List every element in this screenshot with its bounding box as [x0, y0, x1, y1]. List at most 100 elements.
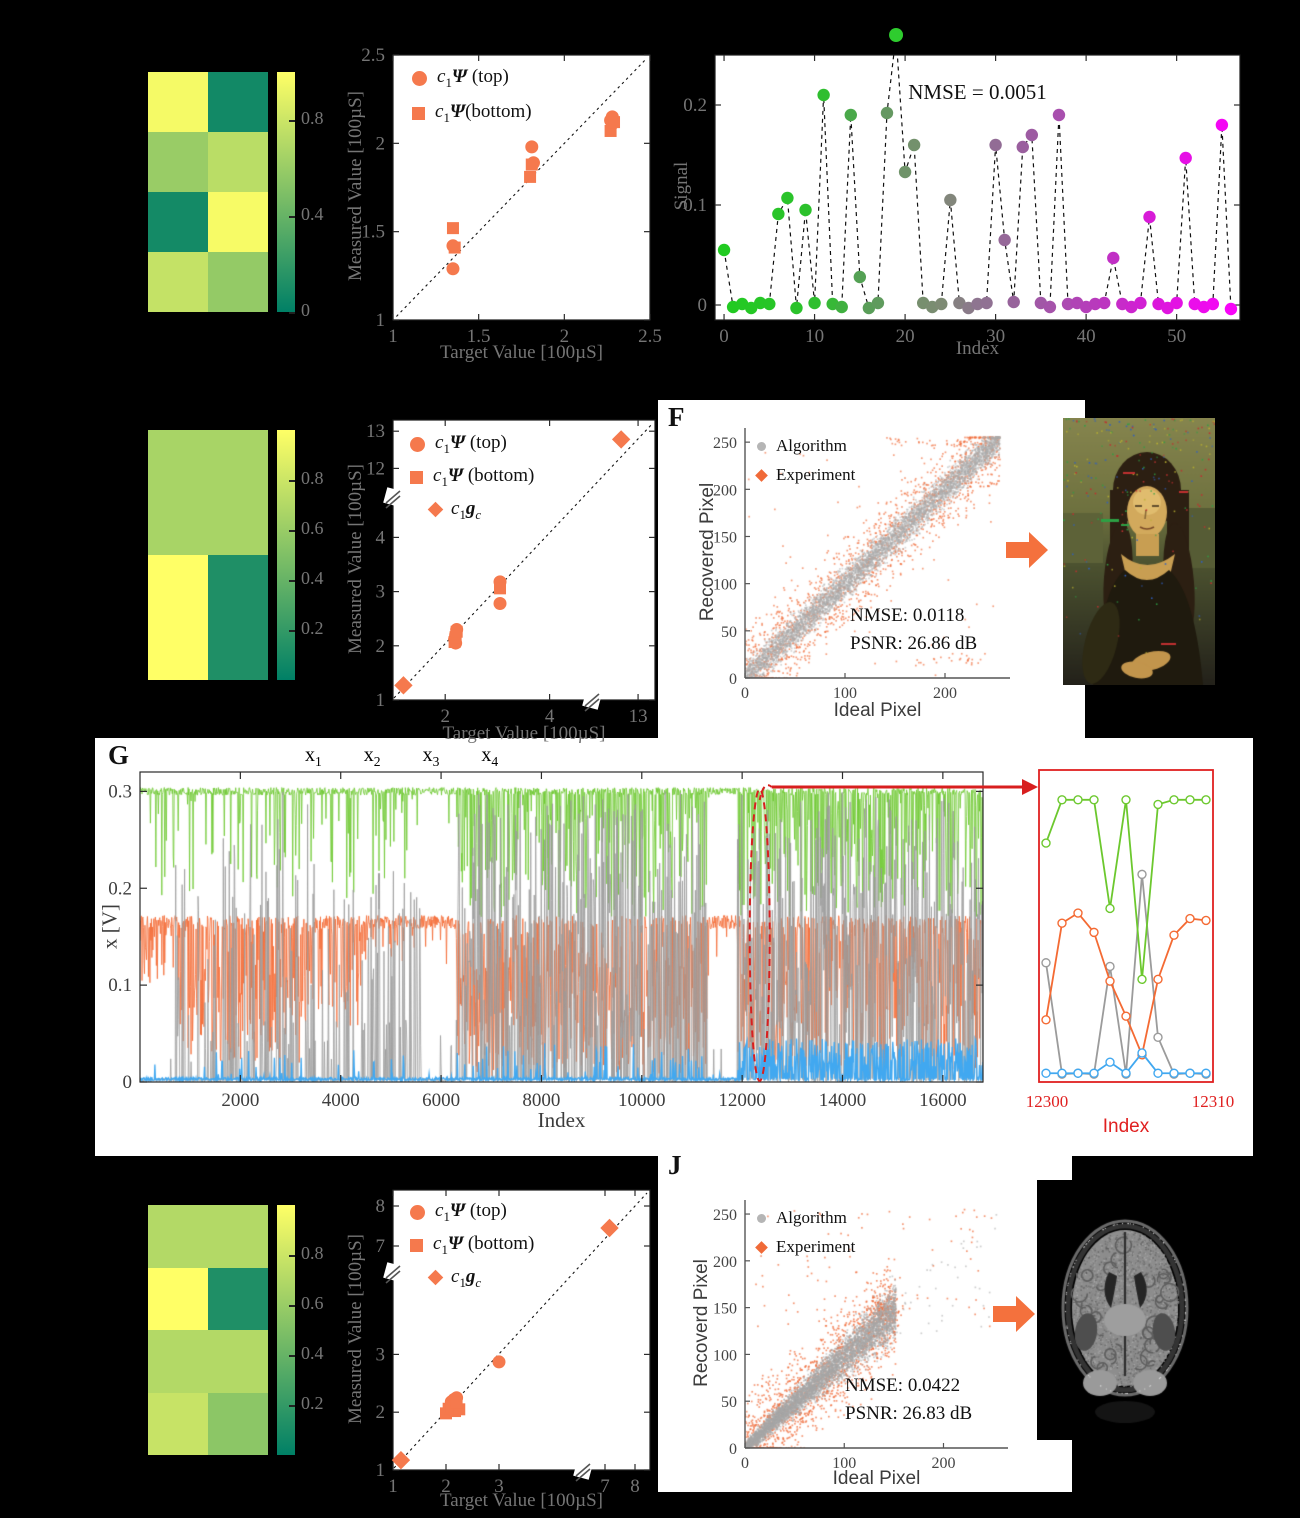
legend-item: c1Ψ (top): [410, 1200, 534, 1225]
legend-item: x4: [481, 744, 498, 770]
legend-label: Algorithm: [776, 436, 847, 455]
heatmap-cell: [208, 1267, 268, 1330]
scatter-point-circle: [493, 575, 507, 589]
colorbar: [277, 72, 295, 312]
scatter-point-square: [604, 124, 617, 137]
c-x-axis-label: Index: [955, 338, 1000, 359]
colorbar-tick-label: 0.6: [301, 1293, 324, 1313]
axis-break-slash: [385, 1265, 401, 1279]
f-y-axis-label: Recovered Pixel: [697, 482, 718, 622]
heatmap-cell: [148, 1205, 208, 1268]
heatmap-cell: [208, 492, 268, 555]
axis-break-slash: [385, 490, 401, 504]
signal-point: [1161, 301, 1174, 315]
scatter-point-square: [440, 1407, 452, 1420]
scatter-point-square: [608, 116, 621, 129]
heatmap-cell: [148, 1330, 208, 1393]
dot-marker-icon: [757, 1213, 766, 1223]
colorbar-tick-label: 0.4: [301, 1343, 324, 1363]
scatter-point-circle: [493, 597, 507, 611]
legend-B: c1Ψ (top) c1Ψ(bottom): [412, 66, 532, 126]
scatter-point-square: [525, 158, 538, 171]
signal-point: [926, 300, 939, 314]
heatmap-H: [148, 1205, 268, 1455]
scatter-point-diamond: [391, 1450, 411, 1470]
f-x-axis-label: Ideal Pixel: [833, 700, 922, 721]
scatter-point-circle: [450, 1391, 464, 1405]
square-marker-icon: [410, 1238, 423, 1252]
legend-item: c1Ψ (top): [412, 66, 532, 91]
scatter-point-circle: [448, 632, 462, 646]
heatmap-cell: [208, 1205, 268, 1268]
signal-point: [871, 296, 885, 310]
tick-label: 1: [376, 310, 386, 331]
heatmap-row: [148, 555, 268, 618]
colorbar: [277, 1205, 295, 1455]
heatmap-row: [148, 252, 268, 312]
scatter-point-square: [448, 636, 461, 649]
scatter-point-square: [494, 582, 507, 595]
signal-point: [799, 203, 812, 217]
signal-point: [1007, 295, 1020, 309]
circle-marker-icon: [410, 1204, 425, 1220]
scatter-point-circle: [605, 117, 619, 131]
axis-break: [573, 1460, 593, 1480]
legend-item: x3: [423, 744, 440, 770]
axis-break-slash: [575, 1468, 591, 1482]
heatmap-cell: [148, 492, 208, 555]
scatter-point-circle: [492, 1355, 506, 1369]
legend-item: c1gc: [410, 1266, 534, 1291]
heatmap-cell: [208, 555, 268, 618]
heatmap-row: [148, 72, 268, 132]
heatmap-cell: [208, 430, 268, 493]
axis-break-slash: [385, 1270, 401, 1284]
colorbar-tick-label: 0.2: [301, 618, 324, 638]
scatter-point-square: [442, 1402, 455, 1415]
axis-break: [582, 690, 602, 710]
heatmap-row: [148, 1330, 268, 1393]
legend-label: x1: [305, 744, 322, 769]
scatter-point-circle: [446, 262, 460, 276]
j-y-axis-label: Recoverd Pixel: [691, 1259, 712, 1387]
legend-label: c1Ψ (bottom): [433, 1232, 535, 1257]
scatter-point-circle: [449, 636, 463, 650]
scatter-point-circle: [447, 1392, 461, 1406]
scatter-point-diamond: [600, 1218, 619, 1238]
signal-point: [717, 243, 731, 257]
g-x-axis-label: Index: [537, 1108, 586, 1132]
heatmap-cell: [208, 132, 268, 192]
heatmap-cell: [208, 192, 268, 252]
heatmap-row: [148, 430, 268, 493]
scatter-point-circle: [605, 110, 619, 124]
legend-label: x3: [422, 744, 440, 769]
signal-point: [1143, 210, 1156, 224]
panel-F-label: F: [668, 402, 685, 432]
signal-point: [844, 108, 857, 122]
signal-point: [781, 191, 794, 205]
scatter-point-square: [453, 1403, 466, 1416]
signal-point: [826, 297, 839, 311]
signal-point: [772, 207, 785, 221]
heatmap-cell: [208, 72, 268, 132]
circle-marker-icon: [412, 70, 427, 86]
axis-break-slash: [385, 495, 401, 509]
f-scatter-canvas: [745, 428, 1010, 678]
signal-point: [962, 301, 975, 315]
tick-label: 2: [376, 133, 386, 154]
legend-G: x1 x2 x3 x4: [305, 744, 498, 770]
legend-E: c1Ψ (top) c1Ψ (bottom) c1gc: [410, 432, 534, 522]
j-x-axis-label: Ideal Pixel: [832, 1468, 921, 1489]
signal-point: [971, 297, 984, 311]
legend-label: c1gc: [451, 497, 482, 522]
legend-label: c1Ψ (top): [437, 66, 509, 90]
signal-point: [1070, 296, 1084, 310]
dot-marker-icon: [757, 441, 766, 451]
heatmap-cell: [148, 72, 208, 132]
g-inset-tick-left: 12300: [1025, 1092, 1069, 1111]
legend-item: c1Ψ (bottom): [410, 465, 534, 490]
heatmap-cell: [148, 1267, 208, 1330]
g-inset-x-axis-label: Index: [1102, 1116, 1150, 1137]
heatmap-cell: [148, 252, 208, 312]
panel-G-label: G: [108, 740, 130, 770]
scatter-point-circle: [525, 140, 539, 154]
